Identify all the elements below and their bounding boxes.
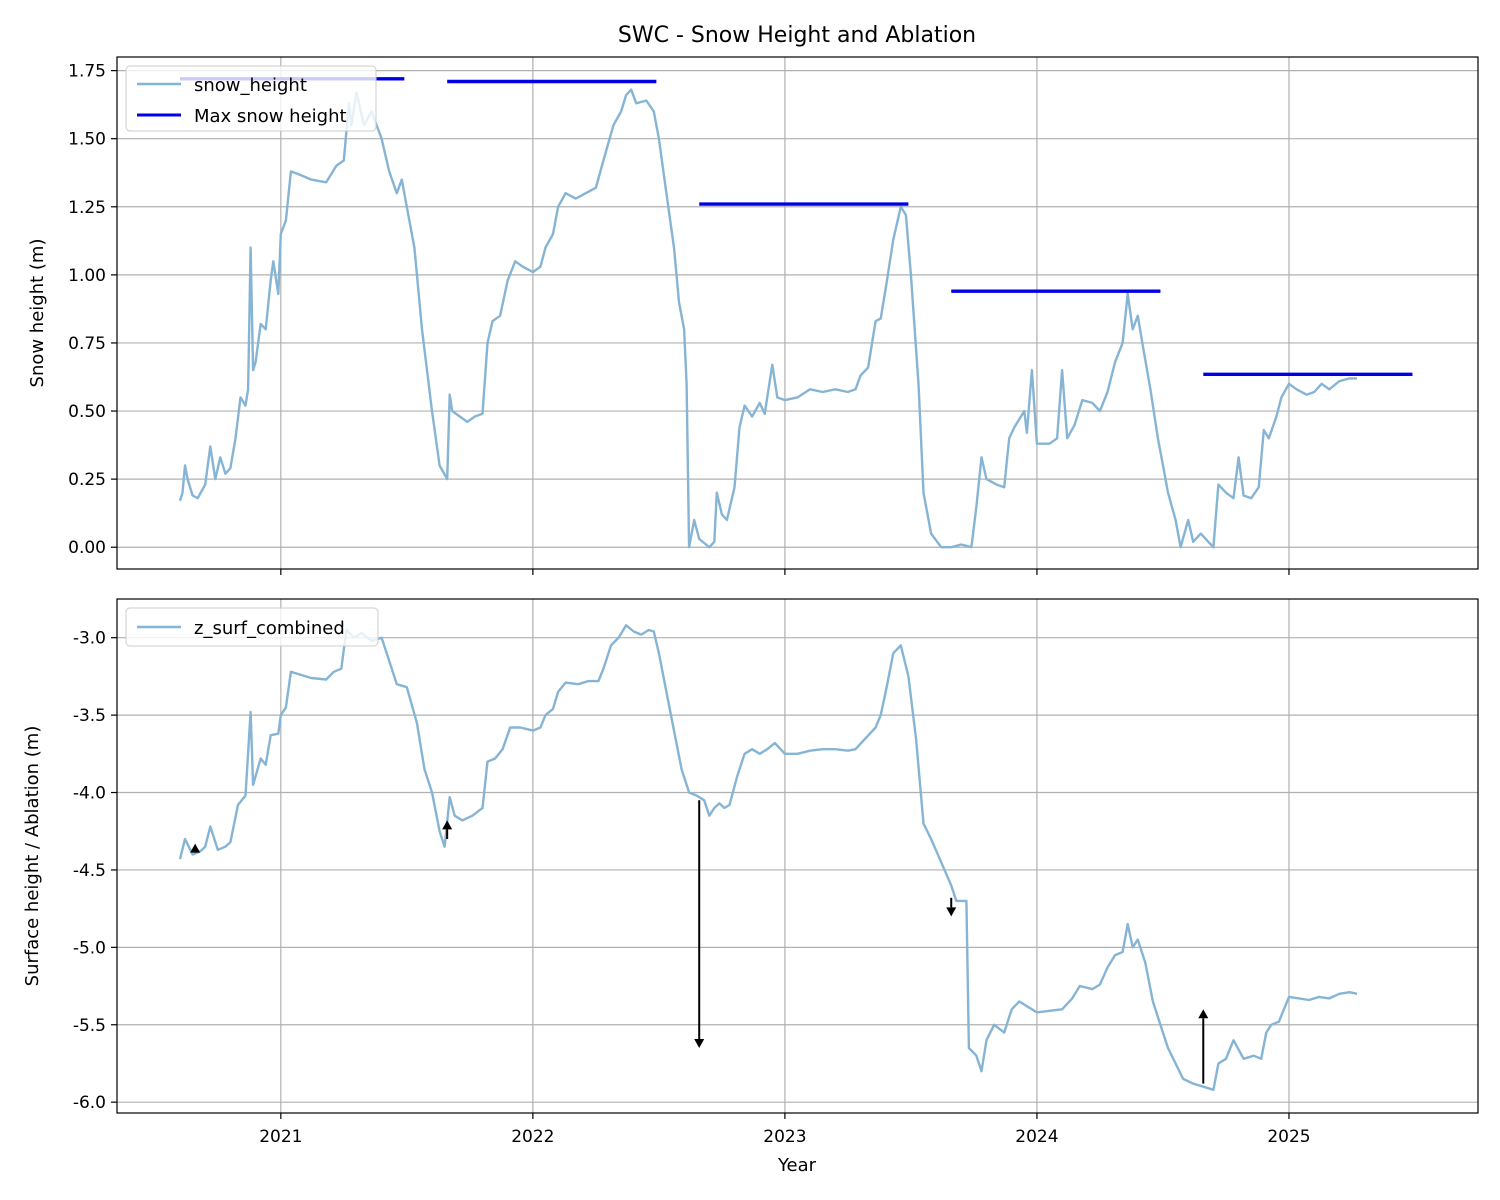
x-tick-label: 2025 bbox=[1267, 1127, 1310, 1147]
ablation-arrow-head bbox=[190, 843, 201, 853]
snow-height-plot-area bbox=[178, 77, 1413, 549]
snow-height-y-axis-label: Snow height (m) bbox=[27, 239, 48, 388]
legend-label-max-snow-height: Max snow height bbox=[194, 106, 347, 127]
surface-height-plot-area bbox=[178, 624, 1358, 1091]
ablation-arrow-head bbox=[694, 1038, 705, 1048]
surface-height-ticks: 2021 2022 2023 2024 2025 -6.0 -5.5 -5.0 -4.5 -4.0… bbox=[73, 629, 1311, 1147]
x-tick-label: 2021 bbox=[259, 1127, 302, 1147]
x-tick-label: 2024 bbox=[1015, 1127, 1058, 1147]
surface-height-panel: 2021 2022 2023 2024 2025 -6.0 -5.5 -5.0 -4.5 -4.0… bbox=[22, 598, 1479, 1176]
y-tick-label: -5.5 bbox=[73, 1016, 106, 1036]
surface-height-y-axis-label: Surface height / Ablation (m) bbox=[22, 726, 43, 987]
snow-height-ticks: 0.00 0.25 0.50 0.75 1.00 1.25 1.50 1.75 bbox=[68, 62, 1290, 575]
ablation-arrow-head bbox=[946, 907, 957, 917]
y-tick-label: 0.75 bbox=[68, 334, 106, 354]
y-tick-label: -6.0 bbox=[73, 1093, 106, 1113]
ablation-arrow-head bbox=[442, 820, 453, 830]
y-tick-label: 0.00 bbox=[68, 538, 106, 558]
figure-title: SWC - Snow Height and Ablation bbox=[618, 23, 976, 48]
surface-height-grid bbox=[117, 599, 1478, 1113]
series-line-z-surf-combined bbox=[178, 624, 1358, 1091]
y-tick-label: -4.5 bbox=[73, 861, 106, 881]
y-tick-label: 1.50 bbox=[68, 130, 106, 150]
snow-height-axes-frame bbox=[116, 56, 1479, 570]
surface-height-legend: z_surf_combined bbox=[125, 607, 379, 647]
x-axis-label: Year bbox=[777, 1155, 817, 1176]
snow-height-legend: snow_height Max snow height bbox=[125, 65, 377, 132]
snow-height-panel: 0.00 0.25 0.50 0.75 1.00 1.25 1.50 1.75 Snow he… bbox=[27, 56, 1479, 575]
surface-height-legend-box bbox=[125, 607, 379, 647]
y-tick-label: 0.50 bbox=[68, 402, 106, 422]
ablation-arrow-head bbox=[1198, 1009, 1209, 1019]
legend-label-snow-height: snow_height bbox=[194, 75, 307, 96]
snow-height-legend-box bbox=[125, 65, 377, 132]
y-tick-label: -5.0 bbox=[73, 938, 106, 958]
surface-height-axes-frame bbox=[116, 598, 1479, 1114]
y-tick-label: -4.0 bbox=[73, 784, 106, 804]
y-tick-label: 0.25 bbox=[68, 470, 106, 490]
snow-height-grid bbox=[117, 57, 1478, 569]
y-tick-label: 1.25 bbox=[68, 198, 106, 218]
y-tick-label: 1.75 bbox=[68, 62, 106, 82]
y-tick-label: -3.0 bbox=[73, 629, 106, 649]
x-tick-label: 2023 bbox=[763, 1127, 806, 1147]
legend-label-z-surf-combined: z_surf_combined bbox=[194, 618, 345, 639]
series-line-snow-height bbox=[178, 88, 1357, 549]
y-tick-label: 1.00 bbox=[68, 266, 106, 286]
y-tick-label: -3.5 bbox=[73, 706, 106, 726]
x-tick-label: 2022 bbox=[511, 1127, 554, 1147]
